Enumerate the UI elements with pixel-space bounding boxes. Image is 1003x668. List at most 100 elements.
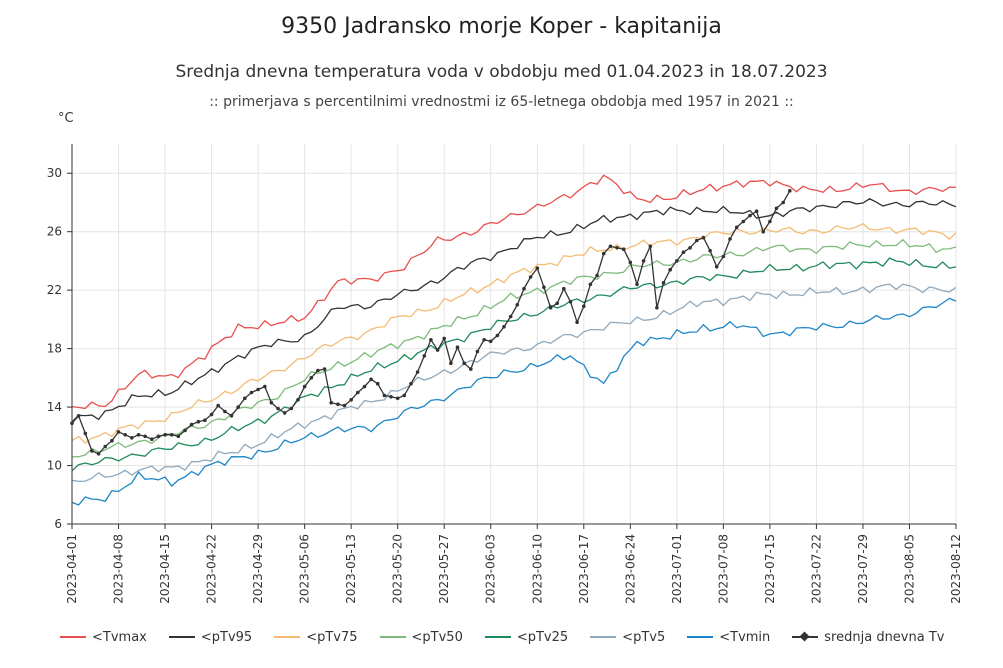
data-point [375, 381, 380, 386]
chart-title: 9350 Jadransko morje Koper - kapitanija [281, 14, 722, 39]
x-tick-label: 2023-05-13 [344, 534, 358, 604]
data-point [103, 444, 107, 449]
data-point [688, 246, 692, 250]
x-tick-label: 2023-07-22 [809, 534, 823, 604]
data-point [675, 259, 679, 263]
x-tick-label: 2023-07-01 [670, 534, 684, 604]
legend-swatch [168, 636, 195, 638]
data-point [302, 384, 307, 389]
y-tick-label: 6 [54, 517, 62, 531]
y-tick-label: 26 [47, 225, 62, 239]
series-line-ptv75 [71, 222, 957, 444]
axes: 6 10 14 18 22 26 30 2023-04-01 2023-04-08 2023-04… [47, 144, 963, 604]
series-line-ptv25 [71, 257, 957, 472]
data-point [256, 387, 260, 392]
data-point [209, 412, 214, 417]
y-tick-label: 30 [47, 166, 62, 180]
legend-swatch [687, 636, 714, 638]
data-point [389, 395, 393, 399]
data-point [568, 300, 573, 304]
data-point [535, 266, 540, 271]
data-point [322, 367, 327, 371]
data-point [229, 414, 234, 418]
x-tick-label: 2023-07-29 [856, 534, 870, 604]
data-point [728, 237, 732, 241]
data-point [269, 400, 274, 405]
data-point [449, 361, 453, 366]
data-point [648, 244, 653, 249]
data-point [422, 354, 427, 358]
data-point [349, 398, 354, 402]
data-point [176, 434, 181, 439]
data-point [382, 393, 387, 398]
x-tick-label: 2023-08-12 [949, 534, 963, 604]
legend-swatch [590, 636, 617, 638]
data-point [462, 361, 467, 366]
data-point [136, 433, 141, 437]
series-line-tvmax [71, 174, 957, 410]
x-tick-label: 2023-06-10 [530, 534, 544, 604]
data-point [442, 336, 447, 341]
legend-item: <pTv25 [484, 627, 568, 647]
data-point [615, 246, 619, 250]
legend-label: <pTv50 [411, 629, 463, 645]
legend-swatch [379, 636, 406, 638]
data-point [309, 376, 314, 380]
data-point [90, 449, 94, 453]
data-point [329, 400, 334, 405]
data-point [708, 248, 712, 253]
data-point [196, 419, 201, 424]
data-point [714, 265, 719, 269]
data-point [469, 367, 473, 371]
x-tick-label: 2023-06-03 [484, 534, 498, 604]
chart-subtitle-secondary: :: primerjava s percentilnimi vrednostmi… [209, 94, 794, 110]
y-tick-label: 10 [47, 459, 62, 473]
data-point [249, 390, 254, 395]
data-point [695, 238, 699, 243]
legend-label: srednja dnevna Tv [824, 629, 945, 645]
legend-label: <pTv95 [200, 629, 253, 645]
series-layer [70, 174, 957, 506]
data-point [356, 390, 360, 395]
data-point [455, 345, 460, 350]
y-axis-unit: °C [58, 111, 74, 126]
data-point [342, 403, 347, 408]
data-point [522, 286, 526, 291]
x-tick-label: 2023-07-08 [716, 534, 730, 604]
x-tick-label: 2023-04-08 [112, 534, 126, 604]
data-point [276, 406, 280, 411]
data-point [655, 305, 659, 310]
series-line-tvmin [71, 297, 957, 506]
x-tick-label: 2023-07-15 [763, 534, 777, 604]
data-point [183, 428, 187, 433]
data-point [661, 281, 666, 285]
data-point [628, 260, 633, 265]
data-point [495, 333, 500, 338]
series-line-ptv95 [71, 198, 957, 423]
data-point [668, 267, 672, 272]
data-point [761, 229, 765, 234]
data-point [143, 434, 147, 439]
data-point [774, 206, 779, 211]
x-tick-label: 2023-05-20 [391, 534, 405, 604]
data-point [402, 393, 407, 398]
data-point [734, 225, 739, 230]
data-point [748, 213, 752, 218]
legend-swatch [484, 636, 511, 638]
legend-item: <pTv75 [274, 627, 358, 647]
data-point [595, 273, 599, 278]
data-point [116, 430, 121, 434]
legend-label: <pTv5 [622, 629, 666, 645]
data-point [263, 384, 267, 389]
x-tick-label: 2023-06-17 [577, 534, 591, 604]
x-tick-label: 2023-04-22 [205, 534, 219, 604]
legend-item: <Tvmax [60, 627, 147, 647]
data-point [621, 247, 626, 251]
data-point [216, 403, 220, 408]
legend-item: <pTv95 [168, 627, 253, 647]
data-point [548, 305, 553, 310]
data-point [582, 304, 586, 309]
data-point [362, 384, 367, 389]
data-point [768, 219, 772, 224]
